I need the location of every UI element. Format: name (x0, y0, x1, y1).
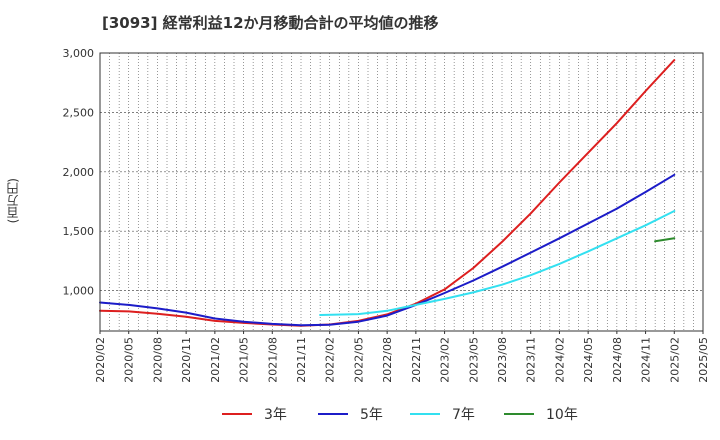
x-tick-label: 2024/05 (582, 337, 595, 383)
series-line-1 (99, 173, 676, 327)
series-line-2 (319, 210, 676, 316)
y-tick-label: 3,000 (63, 47, 95, 60)
legend-label: 10年 (546, 407, 578, 423)
y-tick-label: 1,000 (63, 285, 95, 298)
x-tick-label: 2023/02 (439, 337, 452, 383)
x-tick-label: 2024/02 (553, 337, 566, 383)
series-line-0 (99, 59, 676, 327)
legend-label: 3年 (264, 407, 287, 423)
tick-layer: 1,000 1,500 2,000 2,500 3,000 2020/02 2020/05 2… (63, 47, 711, 383)
x-tick-label: 2020/05 (123, 337, 136, 383)
x-tick-label: 2021/02 (209, 337, 222, 383)
x-tick-label: 2025/05 (697, 337, 710, 383)
x-tick-label: 2020/11 (180, 337, 193, 383)
x-tick-label: 2022/02 (324, 337, 337, 383)
x-tick-label: 2020/02 (94, 337, 107, 383)
x-tick-label: 2025/02 (668, 337, 681, 383)
x-tick-label: 2021/05 (238, 337, 251, 383)
series-line-3 (654, 237, 676, 243)
x-tick-label: 2023/05 (467, 337, 480, 383)
y-tick-label: 1,500 (63, 225, 95, 238)
y-tick-label: 2,500 (63, 106, 95, 119)
x-tick-label: 2024/11 (640, 337, 653, 383)
x-tick-label: 2021/11 (295, 337, 308, 383)
x-tick-label: 2021/08 (266, 337, 279, 383)
x-tick-label: 2022/05 (352, 337, 365, 383)
plot-frame (99, 52, 704, 332)
grid-layer (100, 53, 703, 331)
legend-label: 5年 (360, 407, 383, 423)
series-layer (99, 59, 676, 327)
legend-label: 7年 (452, 407, 475, 423)
x-tick-label: 2024/08 (611, 337, 624, 383)
x-tick-label: 2022/08 (381, 337, 394, 383)
x-tick-label: 2023/11 (525, 337, 538, 383)
y-tick-label: 2,000 (63, 166, 95, 179)
x-tick-label: 2022/11 (410, 337, 423, 383)
x-tick-label: 2023/08 (496, 337, 509, 383)
legend: 3年 5年 7年 10年 (222, 407, 578, 423)
x-tick-label: 2020/08 (151, 337, 164, 383)
chart-title: [3093] 経常利益12か月移動合計の平均値の推移 (102, 14, 439, 32)
